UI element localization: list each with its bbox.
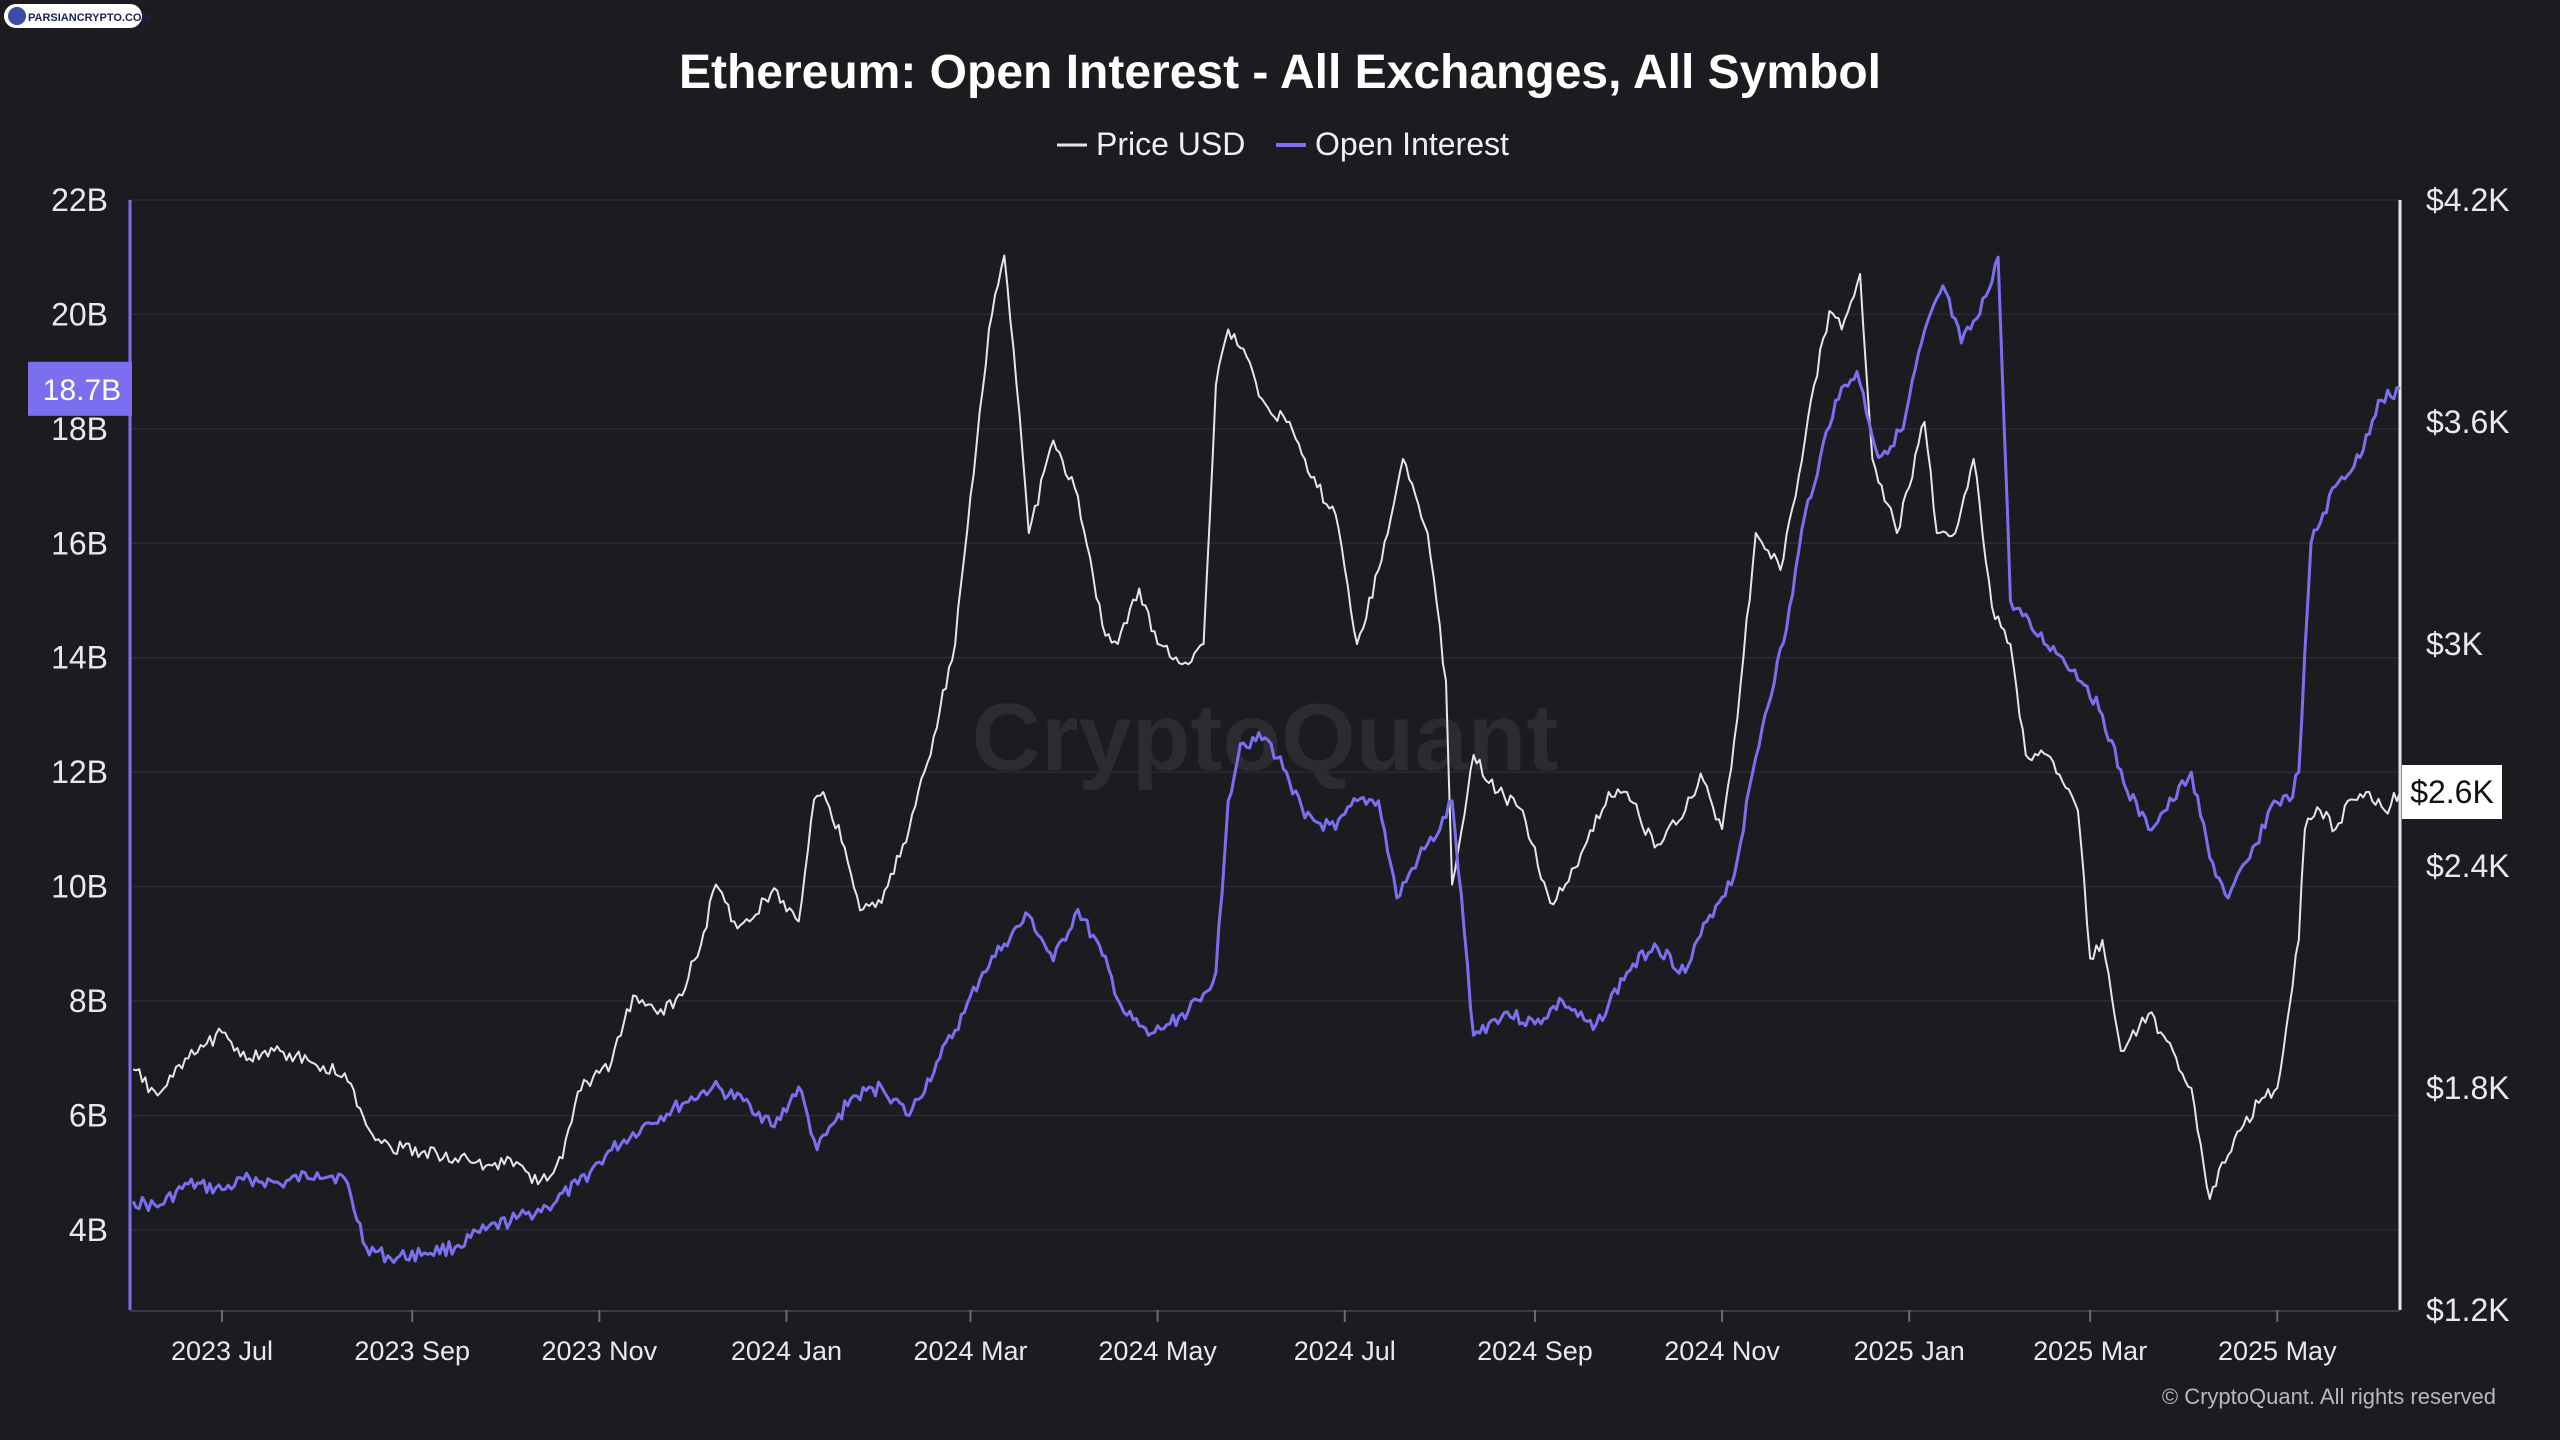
right-tick-label: $3.6K — [2426, 404, 2510, 440]
right-current-badge-text: $2.6K — [2410, 774, 2494, 810]
copyright-text: © CryptoQuant. All rights reserved — [2162, 1384, 2496, 1409]
right-tick-label: $1.2K — [2426, 1292, 2510, 1328]
x-tick-label: 2024 Jan — [731, 1336, 842, 1366]
x-tick-label: 2025 May — [2218, 1336, 2337, 1366]
left-current-badge: 18.7B — [28, 361, 132, 416]
site-badge-text: PARSIANCRYPTO.COM — [28, 12, 151, 24]
right-tick-label: $1.8K — [2426, 1070, 2510, 1106]
left-current-badge-text: 18.7B — [43, 374, 121, 407]
left-tick-label: 12B — [51, 754, 108, 790]
x-tick-label: 2024 Mar — [913, 1336, 1027, 1366]
price-usd-line — [132, 254, 2401, 1200]
left-tick-label: 8B — [69, 983, 108, 1019]
x-tick-label: 2023 Nov — [542, 1336, 658, 1366]
left-tick-label: 6B — [69, 1097, 108, 1133]
site-logo-icon — [8, 7, 26, 25]
chart-title: Ethereum: Open Interest - All Exchanges,… — [679, 46, 1881, 99]
right-tick-label: $4.2K — [2426, 182, 2510, 218]
series — [131, 254, 2401, 1264]
x-axis-ticks: 2023 Jul 2023 Sep 2023 Nov 2024 Jan 2024 Mar… — [171, 1310, 2337, 1366]
x-tick-label: 2024 Sep — [1477, 1336, 1593, 1366]
left-axis-ticks: 4B 6B 8B 10B 12B 14B 16B 18B 20B 22B — [51, 182, 108, 1248]
x-tick-label: 2023 Jul — [171, 1336, 273, 1366]
site-badge-bg — [4, 4, 142, 28]
left-tick-label: 14B — [51, 640, 108, 676]
x-tick-label: 2024 Jul — [1294, 1336, 1396, 1366]
x-tick-label: 2025 Jan — [1854, 1336, 1965, 1366]
left-tick-label: 18B — [51, 411, 108, 447]
right-tick-label: $2.4K — [2426, 848, 2510, 884]
x-tick-label: 2023 Sep — [354, 1336, 470, 1366]
site-badge[interactable]: PARSIANCRYPTO.COM — [4, 4, 151, 28]
x-tick-label: 2024 Nov — [1664, 1336, 1780, 1366]
left-current-badge-bg — [28, 361, 132, 416]
left-tick-label: 10B — [51, 869, 108, 905]
left-tick-label: 20B — [51, 296, 108, 332]
x-tick-label: 2025 Mar — [2033, 1336, 2147, 1366]
legend-label-price: Price USD — [1096, 126, 1245, 162]
right-current-badge-bg — [2402, 765, 2502, 819]
x-tick-label: 2024 May — [1098, 1336, 1217, 1366]
right-axis-ticks: $1.2K $1.8K $2.4K $3K $3.6K $4.2K — [2426, 182, 2510, 1328]
open-interest-line — [131, 255, 2401, 1264]
left-tick-label: 4B — [69, 1212, 108, 1248]
right-current-badge: $2.6K — [2402, 765, 2502, 819]
grid-lines — [130, 199, 2400, 1231]
legend-label-open-interest: Open Interest — [1315, 126, 1509, 162]
right-tick-label: $3K — [2426, 626, 2483, 662]
left-tick-label: 16B — [51, 525, 108, 561]
legend: Price USD Open Interest — [1057, 126, 1509, 162]
left-tick-label: 22B — [51, 182, 108, 218]
